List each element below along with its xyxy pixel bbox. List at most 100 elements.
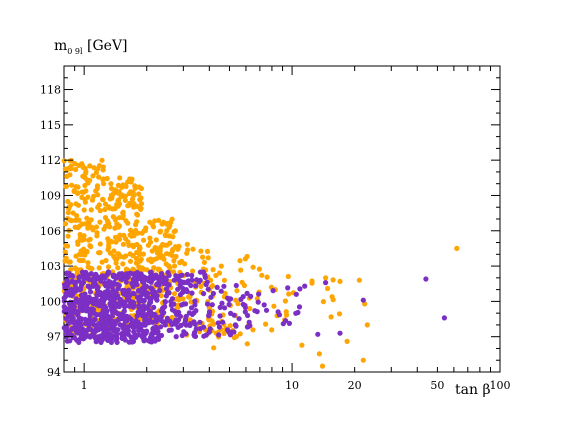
data-point-1 xyxy=(189,290,195,296)
data-point-1 xyxy=(94,286,100,292)
data-point-0 xyxy=(116,215,122,221)
data-point-0 xyxy=(119,192,125,198)
data-point-1 xyxy=(186,310,192,316)
data-point-1 xyxy=(165,281,171,288)
data-point-0 xyxy=(73,184,79,190)
data-point-1 xyxy=(132,320,138,327)
data-point-0 xyxy=(115,203,121,209)
data-point-1 xyxy=(182,320,188,326)
data-point-1 xyxy=(85,300,91,306)
data-point-0 xyxy=(73,166,79,173)
x-tick-label: 20 xyxy=(348,379,362,392)
data-point-0 xyxy=(80,164,86,170)
data-point-1 xyxy=(183,331,189,337)
data-point-0 xyxy=(360,357,366,363)
data-point-1 xyxy=(82,335,88,341)
data-point-1 xyxy=(112,291,118,297)
data-point-0 xyxy=(115,265,121,271)
data-point-0 xyxy=(147,239,154,245)
data-point-0 xyxy=(68,163,74,169)
data-point-1 xyxy=(162,299,168,305)
data-point-1 xyxy=(67,319,73,325)
data-point-0 xyxy=(114,221,120,227)
data-point-0 xyxy=(129,196,136,202)
data-point-0 xyxy=(65,233,71,239)
data-point-1 xyxy=(70,299,76,306)
data-point-0 xyxy=(118,253,124,260)
data-point-1 xyxy=(83,269,89,275)
data-point-0 xyxy=(86,237,92,243)
data-point-0 xyxy=(121,232,127,238)
data-point-1 xyxy=(216,324,222,330)
data-point-0 xyxy=(97,241,103,247)
data-point-0 xyxy=(71,188,77,194)
data-point-0 xyxy=(271,303,277,309)
y-tick-label: 103 xyxy=(40,260,61,273)
data-point-0 xyxy=(107,224,113,230)
data-point-1 xyxy=(196,279,202,285)
y-tick-label: 118 xyxy=(40,84,61,97)
data-point-1 xyxy=(226,301,232,308)
data-point-1 xyxy=(217,313,223,319)
data-point-0 xyxy=(80,257,86,264)
data-point-0 xyxy=(85,194,91,200)
data-point-0 xyxy=(79,194,85,200)
data-point-0 xyxy=(93,224,99,230)
data-point-1 xyxy=(133,334,139,340)
data-point-0 xyxy=(84,248,90,254)
data-point-0 xyxy=(182,261,188,267)
data-point-1 xyxy=(114,339,120,345)
data-point-1 xyxy=(286,320,292,326)
data-point-0 xyxy=(171,291,178,297)
data-point-0 xyxy=(158,293,164,299)
data-point-1 xyxy=(173,334,179,340)
data-point-1 xyxy=(128,339,134,345)
data-point-1 xyxy=(285,285,291,291)
data-point-0 xyxy=(123,253,129,259)
data-point-0 xyxy=(83,168,89,175)
data-point-0 xyxy=(136,191,142,197)
data-point-1 xyxy=(75,330,81,336)
data-point-0 xyxy=(76,162,82,168)
data-point-0 xyxy=(152,218,158,224)
data-point-0 xyxy=(161,256,167,262)
data-point-1 xyxy=(210,290,216,297)
y-tick-label: 115 xyxy=(40,119,61,132)
data-point-1 xyxy=(184,271,190,278)
data-point-0 xyxy=(133,222,139,228)
data-point-0 xyxy=(216,270,223,276)
data-point-1 xyxy=(206,313,212,319)
data-point-0 xyxy=(364,322,370,328)
data-point-1 xyxy=(97,333,104,339)
data-point-1 xyxy=(275,309,281,315)
data-point-0 xyxy=(109,193,115,199)
data-point-1 xyxy=(67,338,73,344)
data-point-0 xyxy=(167,233,173,239)
data-point-1 xyxy=(70,335,76,341)
data-point-0 xyxy=(62,249,68,255)
data-point-1 xyxy=(106,278,112,284)
data-point-0 xyxy=(320,299,326,305)
data-point-0 xyxy=(73,217,79,223)
data-point-1 xyxy=(270,288,276,294)
data-point-0 xyxy=(147,219,153,225)
data-point-0 xyxy=(299,342,305,348)
data-point-0 xyxy=(147,256,154,262)
data-point-0 xyxy=(108,185,115,192)
data-point-0 xyxy=(134,212,141,218)
data-point-0 xyxy=(112,234,119,240)
data-point-1 xyxy=(192,329,198,336)
y-axis-label-main: m xyxy=(54,38,68,54)
data-point-1 xyxy=(159,278,165,284)
data-point-0 xyxy=(112,217,118,223)
data-point-1 xyxy=(233,323,239,329)
data-point-0 xyxy=(140,266,147,272)
data-point-1 xyxy=(105,336,111,342)
data-point-1 xyxy=(193,283,199,289)
data-point-0 xyxy=(166,224,172,230)
data-point-1 xyxy=(77,274,83,280)
data-point-1 xyxy=(216,332,222,338)
data-point-1 xyxy=(171,277,177,283)
y-tick-label: 109 xyxy=(40,189,61,202)
data-point-0 xyxy=(88,244,94,250)
